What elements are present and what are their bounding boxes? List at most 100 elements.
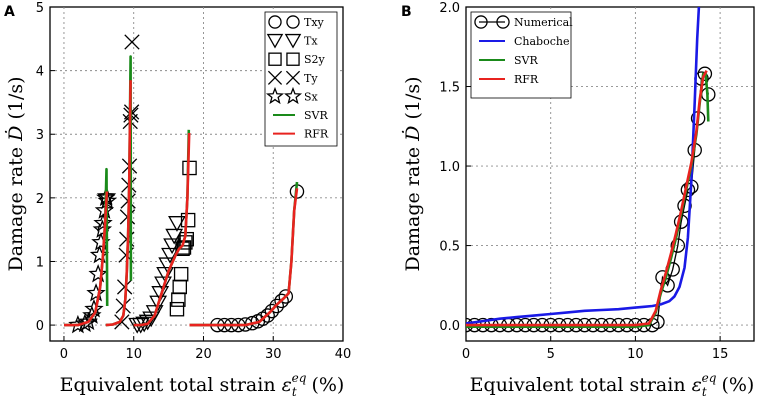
panel-b-xlabel-text: Equivalent total strain xyxy=(470,374,686,396)
panel-b-x-ticks: 0 5 10 15 xyxy=(462,336,729,362)
panel-b-chaboche-line xyxy=(466,7,701,325)
panel-a-legend-txy-label: Txy xyxy=(304,16,325,29)
panel-a-s2y-point xyxy=(173,266,189,282)
panel-a-letter: A xyxy=(4,4,15,20)
panel-a-x-tick-label: 20 xyxy=(195,347,212,362)
panel-a-sx-point xyxy=(78,311,99,331)
panel-b-series-clip xyxy=(466,7,716,333)
panel-b-y-tick-label: 1.5 xyxy=(439,81,460,96)
panel-a-y-tick-label: 3 xyxy=(36,128,44,143)
panel-a-legend-s2y-marker xyxy=(286,52,300,66)
panel-a-y-tick-label: 5 xyxy=(36,1,44,16)
panel-a-sx-point xyxy=(88,263,108,283)
panel-b-legend-numerical-marker xyxy=(474,15,488,29)
panel-b-rfr-line xyxy=(466,69,708,327)
panel-b-xlabel: Equivalent total strain εteq (%) xyxy=(470,371,755,399)
panel-a-ylabel-symbol: Ḋ xyxy=(4,126,27,142)
panel-a-xlabel-unit: (%) xyxy=(311,374,344,396)
panel-a-txy-point xyxy=(269,298,284,314)
panel-a-s2y-point xyxy=(169,301,185,317)
panel-a-xlabel: Equivalent total strain εteq (%) xyxy=(60,371,345,399)
panel-a-tx-point xyxy=(168,216,186,232)
panel-a-x-tick-label: 10 xyxy=(125,347,142,362)
panel-b-legend-rfr-label: RFR xyxy=(514,73,539,86)
panel-b-series xyxy=(466,7,716,333)
panel-a-y-ticks: 0 1 2 3 4 5 xyxy=(36,1,55,334)
panel-b: B 0 5 10 15 0.0 0.5 1.0 1.5 2.0 Damage rate Ḋ (… xyxy=(401,1,755,399)
panel-a-xlabel-sup: eq xyxy=(292,371,307,385)
panel-a-x-tick-label: 40 xyxy=(335,347,352,362)
panel-a-legend-rfr-label: RFR xyxy=(304,128,329,141)
panel-b-legend-chaboche-label: Chaboche xyxy=(514,35,569,48)
panel-b-y-ticks: 0.0 0.5 1.0 1.5 2.0 xyxy=(439,1,471,334)
panel-a-rfr-line xyxy=(105,80,132,327)
panel-a-rfr-line xyxy=(64,191,109,327)
panel-b-ylabel: Damage rate Ḋ (1/s) xyxy=(401,76,424,271)
panel-b-ylabel-unit: (1/s) xyxy=(402,76,424,119)
panel-b-xlabel-sub: t xyxy=(702,385,707,399)
panel-a-y-tick-label: 1 xyxy=(36,255,44,270)
panel-b-ylabel-text: Damage rate xyxy=(402,147,424,272)
panel-a-legend-s2y-label: S2y xyxy=(304,53,326,66)
panel-a-s2y-point xyxy=(180,212,196,228)
panel-a: A 0 10 20 30 40 0 1 2 3 4 5 Damage rate Ḋ (1/s) E… xyxy=(4,1,351,399)
panel-b-x-tick-label: 5 xyxy=(547,347,555,362)
panel-a-legend-sx-label: Sx xyxy=(304,90,319,103)
panel-b-legend-numerical-label: Numerical xyxy=(514,16,573,29)
panel-b-y-tick-label: 1.0 xyxy=(439,160,460,175)
panel-a-ty-point xyxy=(124,34,140,50)
panel-b-y-tick-label: 0.0 xyxy=(439,319,460,334)
panel-a-rfr-line xyxy=(133,132,191,327)
panel-a-sx-point xyxy=(93,213,113,232)
panel-b-legend-box xyxy=(470,11,572,99)
panel-a-legend-tx-label: Tx xyxy=(304,35,318,48)
panel-b-x-tick-label: 0 xyxy=(462,347,470,362)
panel-a-legend-tx-marker xyxy=(266,33,284,49)
panel-b-y-tick-label: 2.0 xyxy=(439,1,460,16)
panel-a-x-tick-label: 30 xyxy=(265,347,282,362)
panel-a-legend-sx-marker xyxy=(265,86,285,105)
panel-a-legend-s2y-marker xyxy=(268,52,282,66)
panel-a-x-ticks: 0 10 20 30 40 xyxy=(60,336,351,362)
panel-b-x-tick-label: 15 xyxy=(712,347,729,362)
panel-a-legend-ty-marker xyxy=(267,70,283,85)
panel-a-txy-point xyxy=(264,303,280,319)
panel-b-y-tick-label: 0.5 xyxy=(439,240,460,255)
panel-a-txy-point xyxy=(274,293,289,309)
panel-b-legend-numerical-marker xyxy=(496,15,510,29)
panel-a-tx-point xyxy=(138,314,157,331)
panel-b-legend: Numerical Chaboche SVR RFR xyxy=(470,11,573,99)
panel-b-xlabel-symbol: ε xyxy=(692,374,702,396)
panel-b-letter: B xyxy=(401,4,412,20)
panel-a-series-clip xyxy=(64,34,305,334)
panel-a-legend-txy-marker xyxy=(286,15,300,29)
panel-b-numerical-point xyxy=(670,238,686,253)
panel-a-txy-point xyxy=(278,289,294,304)
panel-a-tx-point xyxy=(145,305,164,321)
panel-a-legend: Txy Tx S2y Ty Sx SVR RFR xyxy=(264,11,338,147)
panel-a-sx-point xyxy=(86,283,106,302)
panel-a-tx-point xyxy=(165,228,184,245)
panel-a-xlabel-sub: t xyxy=(292,385,297,399)
panel-a-ylabel: Damage rate Ḋ (1/s) xyxy=(4,76,27,271)
panel-a-xlabel-symbol: ε xyxy=(282,374,292,396)
panel-b-xlabel-sup: eq xyxy=(702,371,717,385)
panel-b-x-tick-label: 10 xyxy=(627,347,644,362)
panel-b-numerical-point xyxy=(697,66,713,82)
panel-a-legend-ty-label: Ty xyxy=(304,72,318,85)
panel-a-y-tick-label: 4 xyxy=(36,65,44,80)
panel-a-y-tick-label: 2 xyxy=(36,192,44,207)
panel-a-legend-svr-label: SVR xyxy=(304,109,328,122)
panel-a-xlabel-text: Equivalent total strain xyxy=(60,374,276,396)
panel-a-ylabel-unit: (1/s) xyxy=(5,76,27,119)
panel-a-ty-point xyxy=(114,314,130,330)
panel-b-xlabel-unit: (%) xyxy=(721,374,754,396)
panel-a-rfr-line xyxy=(189,188,299,327)
panel-b-ylabel-symbol: Ḋ xyxy=(401,126,424,142)
panel-a-legend-tx-marker xyxy=(284,33,302,49)
panel-a-ylabel-text: Damage rate xyxy=(5,147,27,272)
panel-a-y-tick-label: 0 xyxy=(36,319,44,334)
panel-a-legend-txy-marker xyxy=(268,15,282,29)
panel-a-sx-point xyxy=(92,219,113,238)
